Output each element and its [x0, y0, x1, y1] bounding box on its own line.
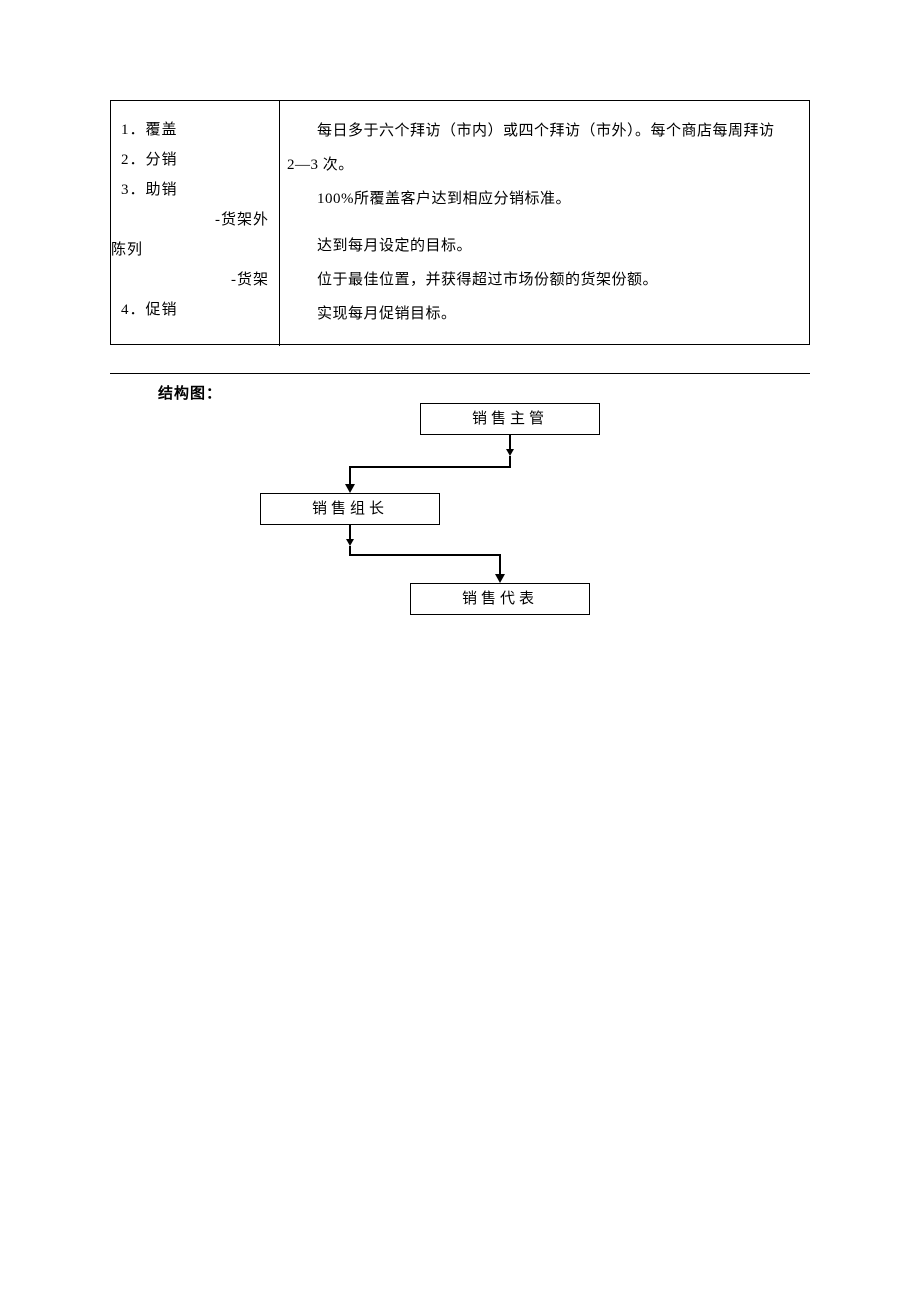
conn-a-arrow — [345, 484, 355, 493]
conn-a-h — [349, 466, 511, 468]
conn-n2-tick — [349, 525, 351, 539]
right-p5: 实现每月促销目标。 — [287, 298, 799, 332]
org-node-rep: 销售代表 — [410, 583, 590, 615]
right-p1b: 2—3 次。 — [287, 149, 799, 183]
left-item-5: 4．促销 — [121, 295, 279, 325]
conn-n2-tick-arrow — [346, 539, 354, 546]
org-node-manager-label: 销售主管 — [472, 411, 548, 427]
left-sub-1: -货架外 — [121, 205, 279, 235]
left-item-3: 3．助销 — [121, 175, 279, 205]
table-left-column: 1．覆盖 2．分销 3．助销 -货架外 陈列 -货架 4．促销 — [111, 101, 279, 325]
table-right-column: 每日多于六个拜访（市内）或四个拜访（市外）。每个商店每周拜访 2—3 次。 10… — [279, 101, 811, 332]
requirements-table: 1．覆盖 2．分销 3．助销 -货架外 陈列 -货架 4．促销 每日多于六个拜访… — [110, 100, 810, 345]
left-sub-2: -货架 — [121, 265, 279, 295]
right-p1: 每日多于六个拜访（市内）或四个拜访（市外）。每个商店每周拜访 — [287, 115, 799, 149]
conn-n1-tick-arrow — [506, 449, 514, 456]
org-node-manager: 销售主管 — [420, 403, 600, 435]
conn-b-h — [349, 554, 501, 556]
horizontal-rule — [110, 373, 810, 374]
conn-b-v2 — [499, 554, 501, 574]
org-node-leader: 销售组长 — [260, 493, 440, 525]
left-item-4: 陈列 — [111, 235, 279, 265]
org-node-rep-label: 销售代表 — [462, 591, 538, 607]
right-p4: 位于最佳位置，并获得超过市场份额的货架份额。 — [287, 264, 799, 298]
left-item-1: 1．覆盖 — [121, 115, 279, 145]
conn-a-v2 — [349, 466, 351, 484]
right-p2: 100%所覆盖客户达到相应分销标准。 — [287, 183, 799, 217]
conn-b-arrow — [495, 574, 505, 583]
conn-n1-tick — [509, 435, 511, 449]
org-chart: 销售主管 销售组长 销售代表 — [110, 403, 810, 663]
org-node-leader-label: 销售组长 — [312, 501, 388, 517]
section-title: 结构图： — [158, 382, 810, 403]
left-item-2: 2．分销 — [121, 145, 279, 175]
right-p3: 达到每月设定的目标。 — [287, 230, 799, 264]
